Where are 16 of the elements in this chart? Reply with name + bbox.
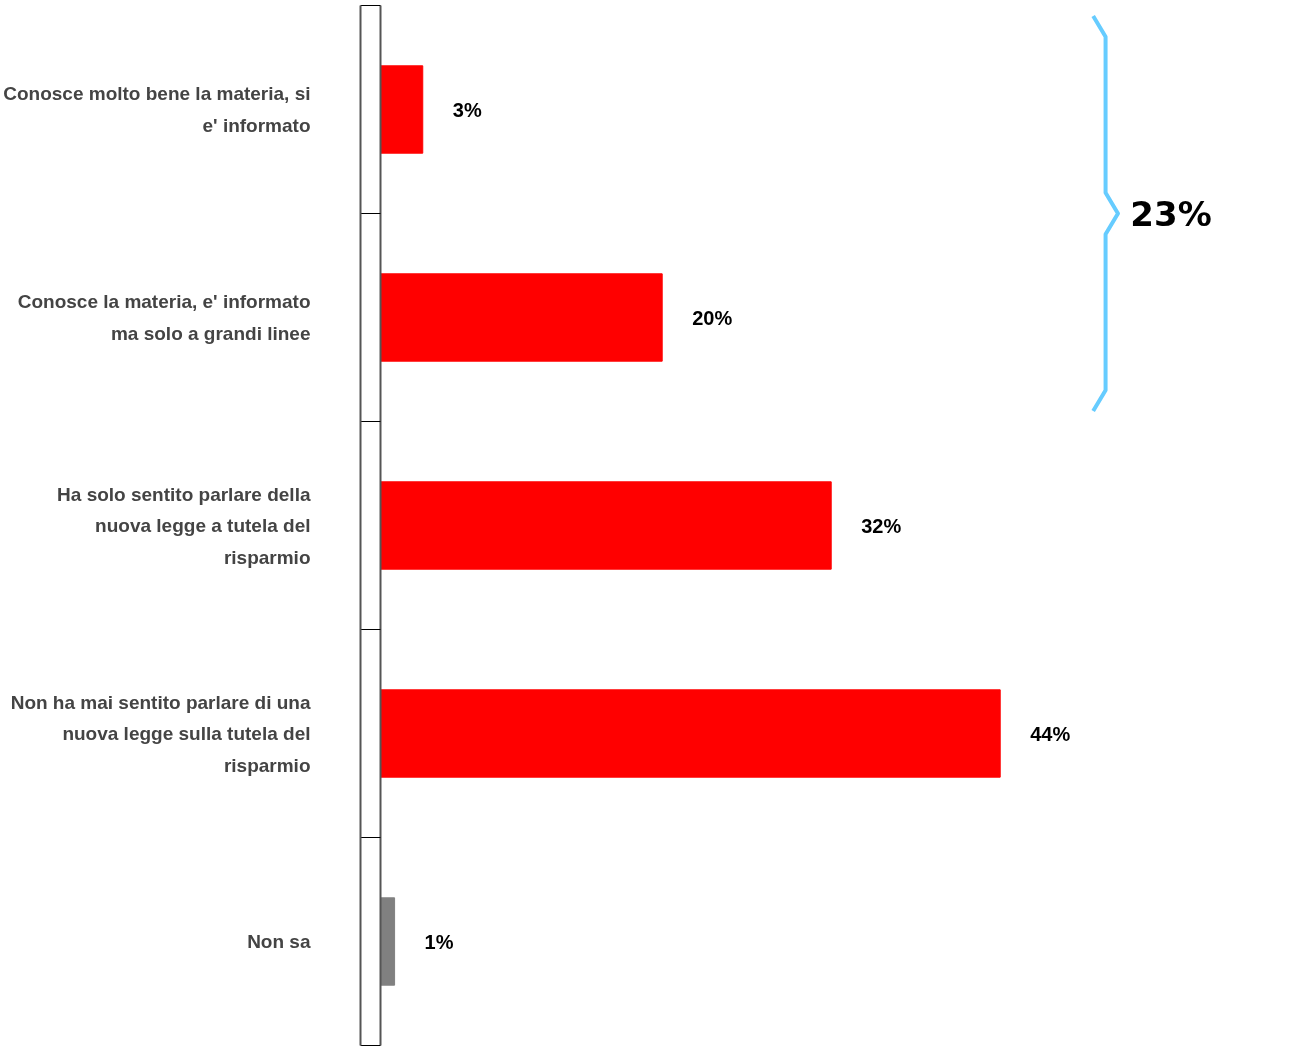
data-label: 3%	[452, 98, 482, 121]
data-label: 32%	[861, 514, 902, 537]
data-label: 44%	[1030, 722, 1071, 745]
data-label: 20%	[692, 306, 733, 329]
y-tick-label: Non sa	[247, 931, 311, 952]
bar	[380, 689, 1001, 778]
bar	[380, 481, 832, 570]
bar	[380, 273, 663, 362]
bar	[380, 65, 424, 154]
text: 23%	[1130, 193, 1212, 234]
y-tick-label: Ha solo sentito parlare della nuova legge a tutela del risparmio	[57, 483, 311, 568]
y-tick-label: Non ha mai sentito parlare di una nuova legge sulla tutela del risparmio	[10, 691, 311, 776]
y-tick-label: Conosce la materia, e' informato ma solo a grandi linee	[17, 291, 311, 344]
bar	[380, 897, 396, 986]
data-label: 1%	[424, 930, 454, 953]
y-tick-label: Conosce molto bene la materia, si e' informato	[3, 83, 311, 136]
